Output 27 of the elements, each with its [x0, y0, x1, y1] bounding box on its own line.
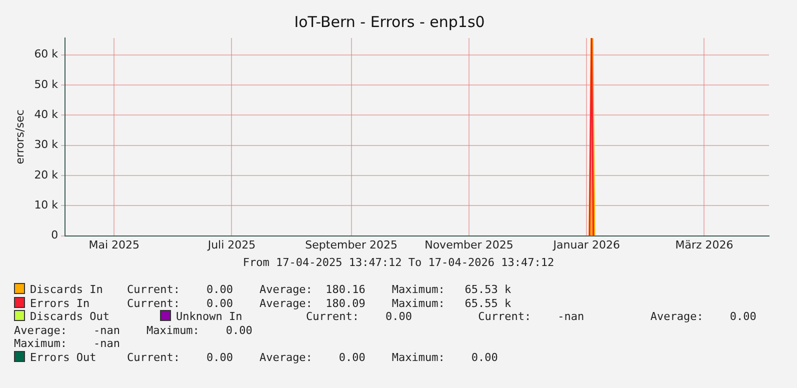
text: From 17-04-2025 13:47:12 To 17-04-2026 13:47:12 — [242, 256, 556, 269]
legend-label: Discards In — [30, 283, 103, 296]
x-tick-label: Januar 2026 — [552, 238, 620, 252]
y-tick-label: 60 k — [34, 48, 59, 61]
y-tick-label: 40 k — [34, 108, 59, 122]
text: Current: 0.00 Current: -nan Average: 0.00 — [306, 310, 756, 323]
y-tick-label: 10 k — [34, 198, 59, 212]
y-tick-label: 30 k — [34, 138, 59, 152]
y-tick-label: 0 — [51, 228, 58, 242]
text: Current: 0.00 Average: 180.09 Maximum: 65.55 k — [127, 296, 512, 310]
legend-label: Discards Out — [30, 310, 110, 324]
legend-label: Errors In — [30, 296, 90, 310]
y-tick-label: 50 k — [34, 78, 59, 91]
y-axis-title: errors/sec — [13, 110, 26, 164]
legend-label: Unknown In — [176, 310, 242, 324]
x-tick-label: September 2025 — [305, 238, 398, 252]
x-tick-label: Juli 2025 — [206, 238, 256, 252]
x-tick-label: November 2025 — [424, 238, 514, 252]
text: Average: -nan Maximum: 0.00 — [14, 324, 252, 336]
text: Current: 0.00 Average: 180.16 Maximum: 65.53 k — [127, 283, 512, 296]
x-tick-label: Mai 2025 — [88, 238, 140, 252]
y-tick-label: 20 k — [34, 168, 59, 182]
legend-label: Errors Out — [30, 350, 96, 364]
x-tick-label: März 2026 — [675, 238, 734, 252]
text: Maximum: -nan — [14, 337, 120, 350]
chart-title: IoT-Bern - Errors - enp1s0 — [294, 12, 485, 31]
text: Current: 0.00 Average: 0.00 Maximum: 0.00 — [127, 350, 498, 364]
